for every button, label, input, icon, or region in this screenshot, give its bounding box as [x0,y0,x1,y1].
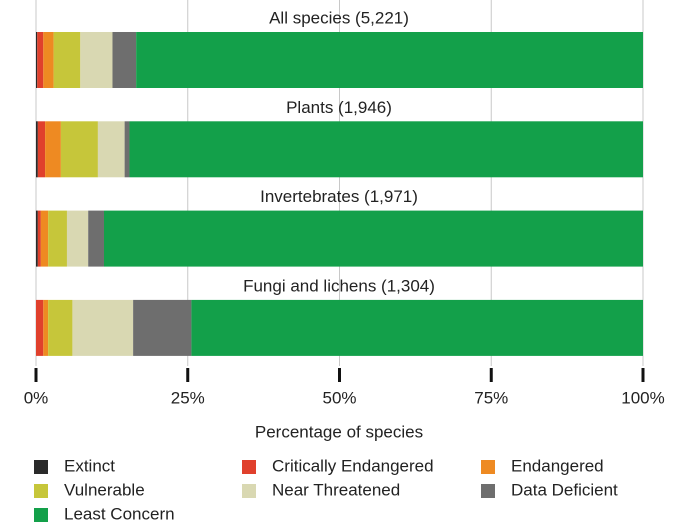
bar-segment [37,121,46,178]
legend-swatch [242,484,256,498]
legend-swatch [34,508,48,522]
legend-label: Vulnerable [64,480,145,499]
bar-segment [36,32,38,88]
legend-swatch [481,460,495,474]
legend-label: Endangered [511,456,604,475]
legend-label: Extinct [64,456,115,475]
bar-segment [60,121,98,178]
bar-segment [88,210,104,267]
x-tick-label: 50% [322,388,356,407]
x-tick-label: 100% [621,388,664,407]
bar-label: Fungi and lichens (1,304) [243,276,435,295]
bar-label: All species (5,221) [269,8,409,27]
bar-segment [191,299,643,356]
bar-segment [36,210,38,267]
x-tick-label: 25% [171,388,205,407]
bar-label: Plants (1,946) [286,98,392,117]
x-tick-label: 75% [474,388,508,407]
bar-segment [40,210,49,267]
bar-segment [37,210,41,267]
bar-label: Invertebrates (1,971) [260,187,418,206]
bar-segment [136,32,643,88]
bar-segment [124,121,130,178]
bar-segment [80,32,113,88]
legend-label: Least Concern [64,504,175,523]
bar-segment [133,299,192,356]
bar-segment [129,121,643,178]
legend-swatch [34,484,48,498]
bar-segment [37,32,44,88]
bar-segment [53,32,81,88]
bar-segment [48,210,67,267]
bar-segment [43,32,54,88]
bar-segment [112,32,137,88]
bar-segment [36,121,38,178]
bar-segment [103,210,643,267]
bar-segment [43,299,49,356]
legend-swatch [481,484,495,498]
bar-segment [66,210,89,267]
legend-swatch [242,460,256,474]
legend-label: Near Threatened [272,480,400,499]
legend-swatch [34,460,48,474]
bar-segment [97,121,125,178]
legend-label: Critically Endangered [272,456,434,475]
bar-segment [48,299,73,356]
legend-label: Data Deficient [511,480,618,499]
bar-segment [72,299,134,356]
x-tick-label: 0% [24,388,49,407]
bar-segment [45,121,61,178]
x-axis-title: Percentage of species [255,422,423,441]
bar-segment [36,299,44,356]
